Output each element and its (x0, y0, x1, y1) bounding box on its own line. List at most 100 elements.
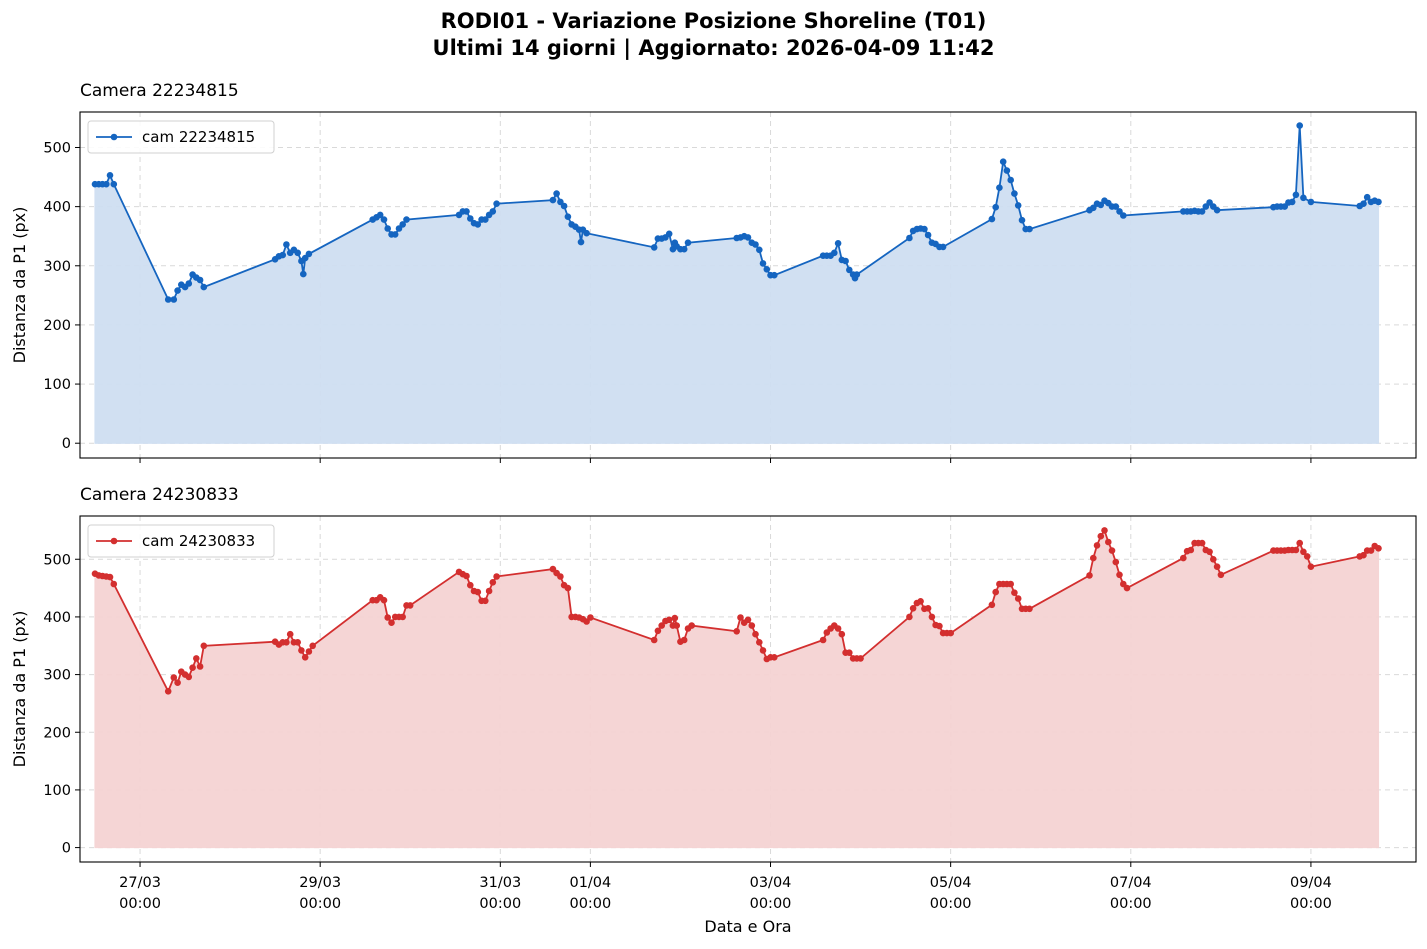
data-point (564, 584, 572, 592)
data-point (185, 280, 193, 287)
data-point (665, 616, 673, 624)
data-point (1206, 548, 1213, 556)
legend-marker (110, 133, 118, 141)
data-point (1116, 571, 1123, 579)
data-point (110, 580, 118, 588)
data-point (673, 622, 680, 629)
data-point (279, 251, 287, 259)
data-point (474, 588, 482, 596)
data-point (391, 231, 399, 238)
data-point (992, 588, 999, 596)
x-tick-label: 09/04 (1290, 875, 1332, 891)
data-point (185, 673, 193, 681)
chart-panel-camera-2: 0 100 200 300 400 500 27/03 00:00 29/03 00:00 31/0… (10, 485, 1417, 912)
y-tick-label: 300 (43, 668, 71, 684)
data-point (174, 679, 181, 686)
x-tick-label: 07/04 (1110, 875, 1152, 891)
data-point (1123, 584, 1131, 592)
data-point (1292, 546, 1300, 554)
data-point (1007, 176, 1014, 184)
data-point (756, 639, 763, 646)
plot-frame (79, 515, 1417, 863)
legend-box (87, 120, 275, 154)
data-point (936, 622, 943, 630)
data-point (1112, 558, 1120, 566)
data-point (988, 601, 996, 609)
data-point (1213, 206, 1221, 214)
data-point (650, 244, 658, 251)
data-point (467, 215, 474, 222)
data-point (1367, 547, 1375, 554)
x-tick-label: 31/03 (479, 875, 521, 891)
data-point (1360, 200, 1367, 207)
data-point (838, 630, 846, 638)
legend: cam 24230833 (87, 524, 275, 558)
data-point (283, 639, 290, 646)
data-point (921, 225, 928, 233)
data-point (665, 230, 673, 238)
data-point (170, 296, 178, 303)
data-point (680, 636, 688, 644)
data-point (759, 260, 767, 267)
data-point (309, 642, 317, 650)
data-point (928, 613, 936, 621)
data-point (583, 229, 590, 237)
data-point (1097, 532, 1105, 540)
y-tick-label: 0 (62, 841, 71, 857)
data-point (1303, 553, 1311, 560)
data-point (406, 602, 414, 609)
x-tick-sublabel: 00:00 (750, 896, 792, 912)
data-point (482, 216, 489, 223)
data-point (388, 619, 395, 626)
data-point (170, 674, 178, 681)
data-point (1011, 190, 1018, 197)
data-point (771, 271, 778, 279)
x-tick-label: 01/04 (569, 875, 611, 891)
data-point (564, 213, 572, 220)
y-axis-label: Distanza da P1 (px) (10, 611, 29, 768)
data-point (654, 627, 662, 635)
data-point (298, 647, 305, 654)
data-point (999, 158, 1007, 165)
data-point (992, 203, 999, 211)
data-point (1307, 198, 1315, 206)
data-point (1213, 563, 1221, 570)
data-point (557, 573, 564, 580)
data-point (577, 238, 585, 246)
x-tick-sublabel: 00:00 (299, 896, 341, 912)
data-point (399, 613, 407, 621)
data-point (1296, 539, 1303, 547)
data-point (831, 249, 838, 257)
data-point (1120, 212, 1127, 219)
data-point (474, 221, 482, 228)
data-point (1011, 589, 1018, 596)
data-point (752, 630, 759, 638)
data-point (909, 605, 917, 612)
y-tick-label: 200 (43, 318, 71, 334)
x-tick-label: 03/04 (750, 875, 792, 891)
data-point (1093, 542, 1101, 549)
legend: cam 22234815 (87, 120, 275, 154)
y-tick-label: 400 (43, 610, 71, 626)
data-point (1217, 571, 1225, 579)
x-axis-label: Data e Ora (704, 917, 791, 936)
data-point (489, 208, 497, 215)
data-point (1375, 545, 1382, 552)
x-tick-sublabel: 00:00 (569, 896, 611, 912)
data-point (380, 596, 388, 604)
data-point (106, 172, 114, 179)
data-point (560, 202, 568, 210)
data-point (286, 630, 294, 638)
data-point (834, 240, 842, 247)
data-point (106, 573, 114, 581)
data-point (924, 605, 932, 612)
data-point (671, 614, 679, 622)
data-point (939, 243, 947, 251)
data-point (1180, 554, 1187, 562)
data-point (196, 276, 204, 284)
data-point (1363, 193, 1371, 201)
data-point (485, 587, 493, 595)
data-point (493, 200, 500, 207)
data-point (1300, 548, 1307, 556)
